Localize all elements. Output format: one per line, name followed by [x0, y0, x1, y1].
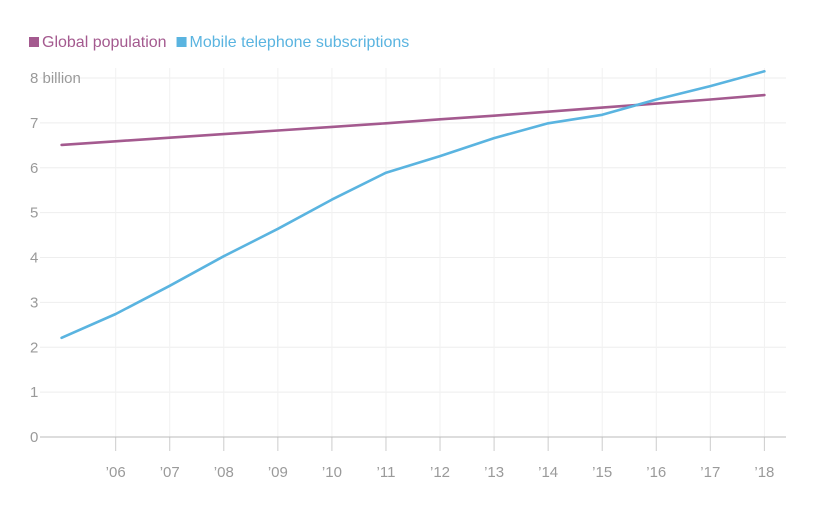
x-tick-label: ’12	[430, 464, 450, 481]
y-tick-label: 8 billion	[30, 70, 81, 87]
x-tick-label: ’10	[322, 464, 342, 481]
x-tick-label: ’15	[592, 464, 612, 481]
y-tick-label: 6	[30, 160, 38, 177]
x-tick-label: ’11	[377, 464, 396, 481]
x-tick-label: ’09	[268, 464, 288, 481]
y-axis: 0 1 2 3 4 5 6 7 8 billion	[30, 70, 81, 446]
series-lines	[60, 70, 766, 340]
x-tick-label: ’07	[160, 464, 180, 481]
x-tick-label: ’13	[484, 464, 504, 481]
x-tick-label: ’18	[754, 464, 774, 481]
y-tick-label: 3	[30, 294, 38, 311]
series-line-global-population	[60, 93, 766, 147]
x-tick-label: ’17	[700, 464, 720, 481]
y-tick-label: 1	[30, 384, 38, 401]
y-tick-label: 0	[30, 429, 38, 446]
x-tick-label: ’16	[646, 464, 666, 481]
y-tick-label: 2	[30, 339, 38, 356]
y-tick-label: 4	[30, 250, 38, 267]
gridlines	[40, 68, 786, 437]
legend: Global population Mobile telephone subscr…	[29, 34, 409, 51]
y-tick-label: 5	[30, 205, 38, 222]
x-tick-label: ’06	[106, 464, 126, 481]
legend-swatch	[176, 37, 187, 47]
x-tick-label: ’08	[214, 464, 234, 481]
legend-label: Mobile telephone subscriptions	[190, 34, 410, 51]
legend-label: Global population	[42, 34, 167, 51]
x-axis: ’06 ’07 ’08 ’09 ’10 ’11 ’12 ’13 ’14 ’15 ’16 ’17 ’18	[40, 436, 786, 481]
legend-swatch	[29, 37, 39, 47]
series-line-mobile-subscriptions	[60, 70, 766, 340]
y-tick-label: 7	[30, 115, 38, 132]
x-tick-label: ’14	[538, 464, 558, 481]
